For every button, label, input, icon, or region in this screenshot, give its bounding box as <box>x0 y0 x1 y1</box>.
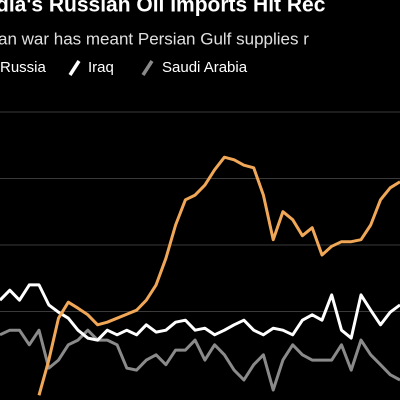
chart-subtitle: an war has meant Persian Gulf supplies r <box>0 29 309 48</box>
grid <box>0 111 400 313</box>
chart-title: dia's Russian Oil Imports Hit Rec <box>0 0 326 17</box>
series-line <box>0 283 400 342</box>
series-line <box>0 328 400 392</box>
legend-swatch <box>141 60 154 76</box>
series-line <box>37 155 400 396</box>
legend-swatch <box>68 60 81 76</box>
legend-label: Russia <box>0 59 47 76</box>
plot-area <box>0 155 400 396</box>
legend-label: Iraq <box>88 59 114 76</box>
legend: Russia Iraq Saudi Arabia <box>0 59 248 76</box>
legend-label: Saudi Arabia <box>162 59 248 76</box>
